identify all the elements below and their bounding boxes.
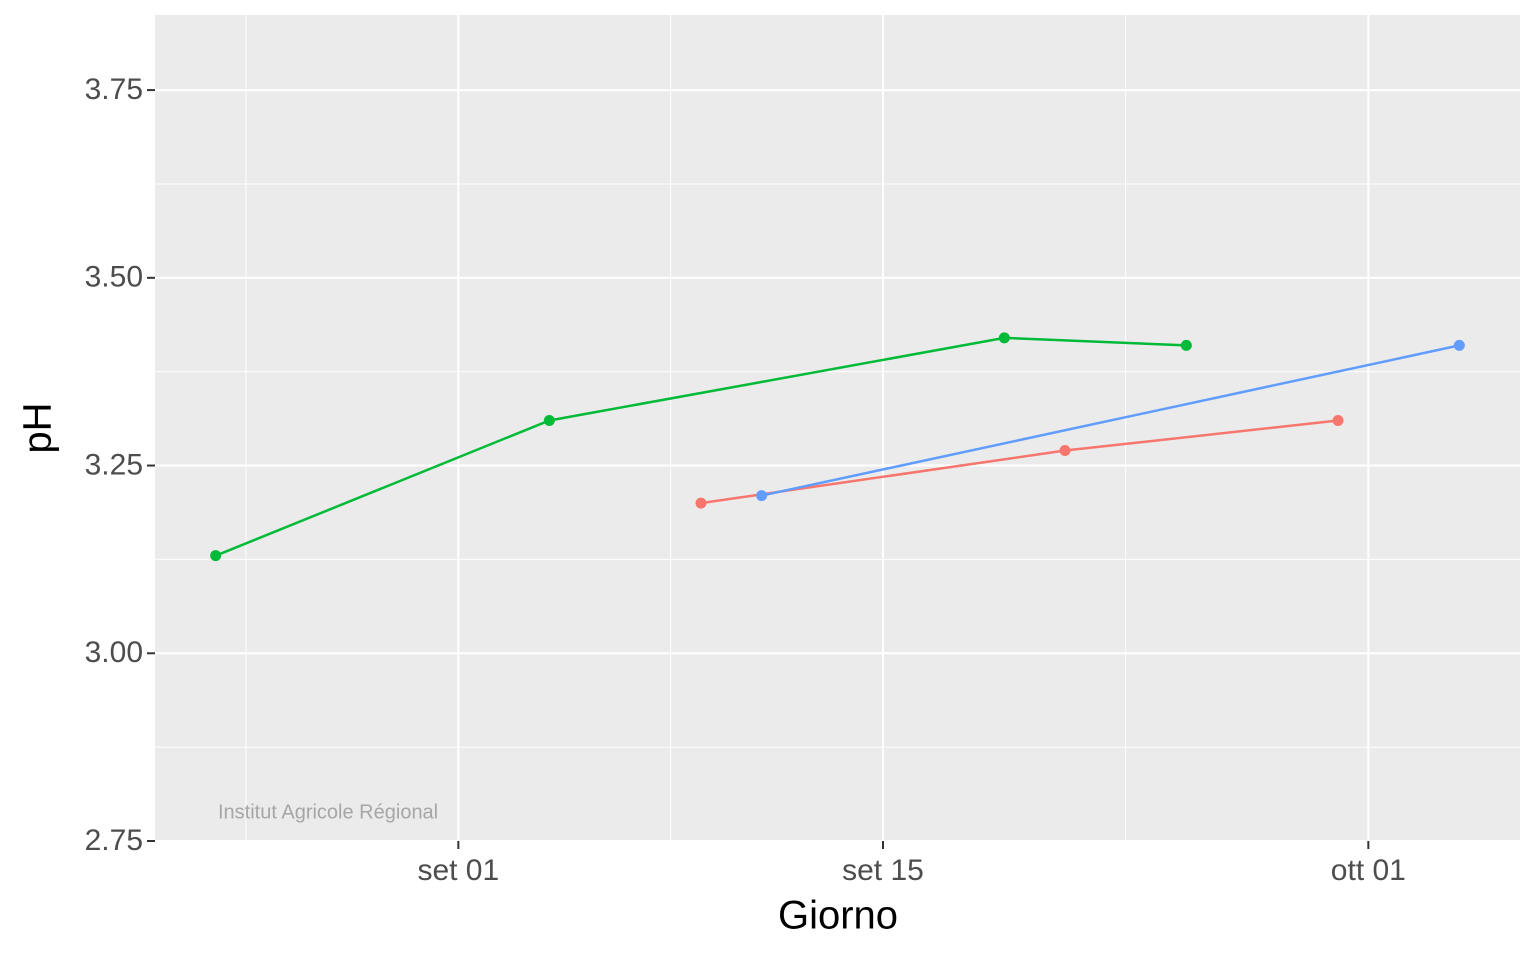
y-tick-label: 2.75 [85, 824, 143, 857]
panel [155, 15, 1520, 841]
data-point [543, 414, 555, 426]
y-axis-title: pH [16, 402, 60, 453]
y-tick-label: 3.75 [85, 73, 143, 106]
series-line [761, 344, 1460, 497]
x-tick-label: set 01 [417, 854, 499, 887]
data-point [695, 497, 707, 509]
annotation: Institut Agricole Régional [218, 801, 438, 823]
data-point [756, 490, 768, 502]
x-axis-title: Giorno [778, 894, 898, 938]
y-tick-label: 3.00 [85, 636, 143, 669]
data-point [210, 550, 222, 562]
x-tick-label: ott 01 [1331, 854, 1406, 887]
y-tick-label: 3.50 [85, 261, 143, 294]
grid [155, 15, 1520, 842]
data-point [1332, 414, 1344, 426]
y-tick-label: 3.25 [85, 448, 143, 481]
data-point [1180, 339, 1192, 351]
data-point [998, 332, 1010, 344]
x-tick-label: set 15 [842, 854, 924, 887]
data-point [1453, 339, 1465, 351]
marks [210, 332, 1465, 562]
data-point [1059, 445, 1071, 457]
series-line [215, 336, 1187, 557]
